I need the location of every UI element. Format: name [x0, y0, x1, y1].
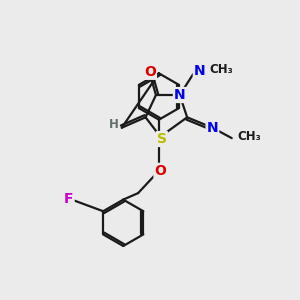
Text: F: F — [64, 192, 74, 206]
Text: CH₃: CH₃ — [209, 63, 233, 76]
Text: O: O — [154, 164, 166, 178]
Text: N: N — [207, 121, 218, 135]
Text: N: N — [174, 88, 185, 102]
Text: N: N — [194, 64, 206, 78]
Text: CH₃: CH₃ — [237, 130, 261, 143]
Text: S: S — [157, 132, 167, 146]
Text: H: H — [109, 118, 118, 131]
Text: O: O — [144, 65, 156, 79]
